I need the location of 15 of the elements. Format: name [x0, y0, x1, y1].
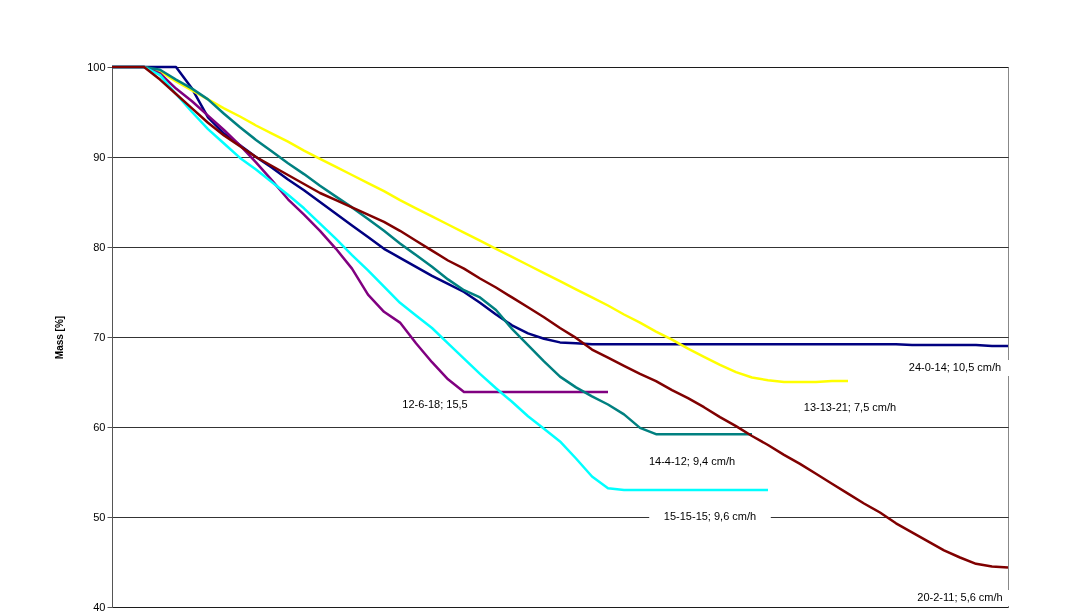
text: 20-2-11; 5,6 cm/h [917, 591, 1003, 603]
y-axis-title: Mass [%] [54, 315, 66, 360]
series-label: 12-6-18; 15,5 [402, 398, 468, 410]
y-tick-label: 60 [93, 420, 106, 433]
y-tick-label: 70 [93, 330, 106, 343]
series-label: 24-0-14; 10,5 cm/h [908, 361, 1002, 373]
line-series [110, 65, 1010, 569]
y-tick-label: 40 [93, 600, 106, 613]
series-label: 15-15-15; 9,6 cm/h [663, 510, 757, 522]
series-label: 13-13-21; 7,5 cm/h [803, 401, 897, 413]
y-tick-label: 100 [87, 60, 106, 73]
y-tick-label: 80 [93, 240, 106, 253]
y-tick-label: 90 [93, 150, 106, 163]
y-tick-label: 50 [93, 510, 106, 523]
series-label: 14-4-12; 9,4 cm/h [648, 455, 736, 467]
